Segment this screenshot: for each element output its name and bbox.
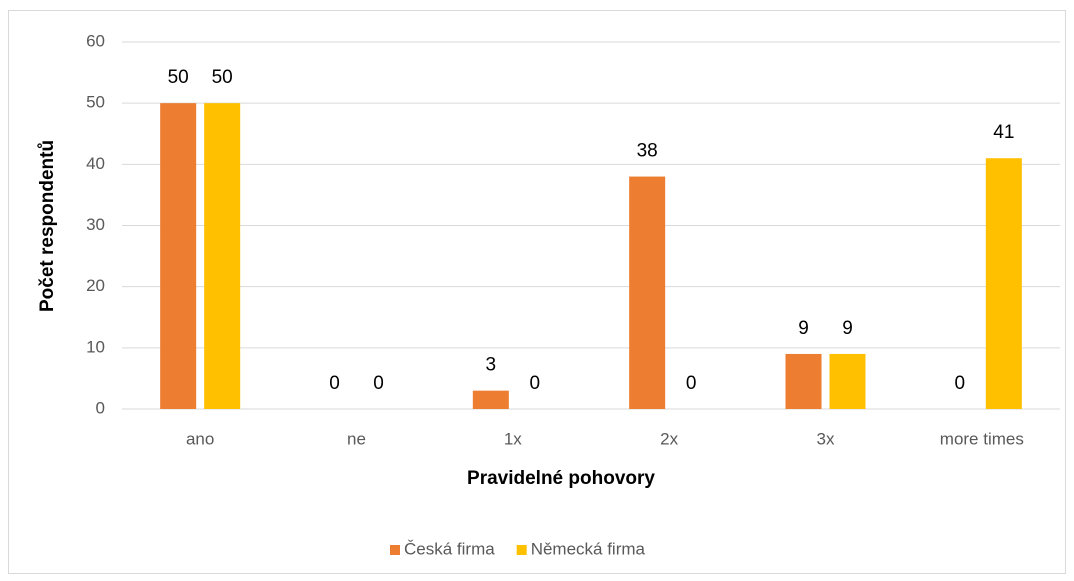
data-label: 0 xyxy=(373,373,384,394)
bar xyxy=(204,103,241,410)
x-tick-label: ne xyxy=(347,429,366,448)
y-tick-label: 40 xyxy=(86,154,105,173)
data-label: 0 xyxy=(329,373,340,394)
data-label: 41 xyxy=(993,122,1014,143)
data-label: 38 xyxy=(637,141,658,162)
y-tick-label: 0 xyxy=(96,398,105,417)
x-tick-label: ano xyxy=(186,429,214,448)
x-axis-title: Pravidelné pohovory xyxy=(467,468,655,489)
x-tick-label: 2x xyxy=(660,429,678,448)
data-label: 3 xyxy=(486,355,497,376)
legend-swatch xyxy=(390,545,400,555)
y-tick-label: 10 xyxy=(86,337,105,356)
data-label: 9 xyxy=(798,318,809,339)
y-tick-label: 20 xyxy=(86,276,105,295)
legend-swatch xyxy=(516,545,527,555)
bar xyxy=(829,353,866,409)
x-tick-label: 1x xyxy=(504,429,522,448)
y-tick-label: 30 xyxy=(86,215,105,234)
y-tick-label: 60 xyxy=(86,31,105,50)
data-label: 9 xyxy=(842,318,853,339)
y-axis-title: Počet respondentů xyxy=(37,140,58,312)
y-tick-label: 50 xyxy=(86,93,105,112)
data-label: 50 xyxy=(168,67,189,88)
bar xyxy=(472,390,509,409)
x-tick-label: 3x xyxy=(817,429,835,448)
bar xyxy=(785,353,822,409)
bar xyxy=(629,176,666,409)
legend-label: Česká firma xyxy=(404,539,495,558)
data-label: 50 xyxy=(212,67,233,88)
x-tick-label: more times xyxy=(940,429,1024,448)
bar xyxy=(160,103,197,410)
data-label: 0 xyxy=(530,373,541,394)
data-label: 0 xyxy=(955,373,966,394)
data-label: 0 xyxy=(686,373,697,394)
bar xyxy=(985,158,1022,409)
legend-label: Německá firma xyxy=(531,539,646,558)
